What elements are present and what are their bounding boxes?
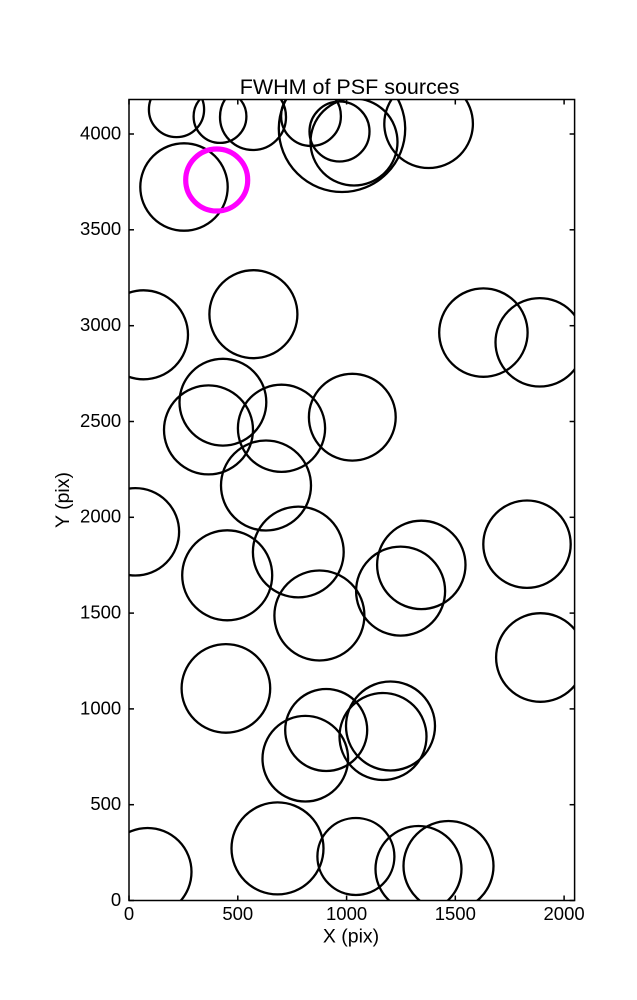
svg-text:500: 500 [90,793,121,814]
svg-text:Y (pix): Y (pix) [52,472,74,528]
svg-text:1000: 1000 [326,903,367,924]
svg-text:3500: 3500 [80,218,121,239]
svg-text:2000: 2000 [80,506,121,527]
svg-text:0: 0 [124,903,134,924]
svg-text:4000: 4000 [80,122,121,143]
svg-text:3000: 3000 [80,314,121,335]
svg-text:1500: 1500 [80,602,121,623]
svg-text:0: 0 [111,889,121,910]
svg-text:2000: 2000 [544,903,585,924]
svg-text:X (pix): X (pix) [323,926,379,948]
svg-text:500: 500 [222,903,253,924]
svg-text:FWHM of PSF sources: FWHM of PSF sources [240,75,460,99]
svg-text:1500: 1500 [435,903,476,924]
svg-text:1000: 1000 [80,697,121,718]
svg-text:2500: 2500 [80,410,121,431]
